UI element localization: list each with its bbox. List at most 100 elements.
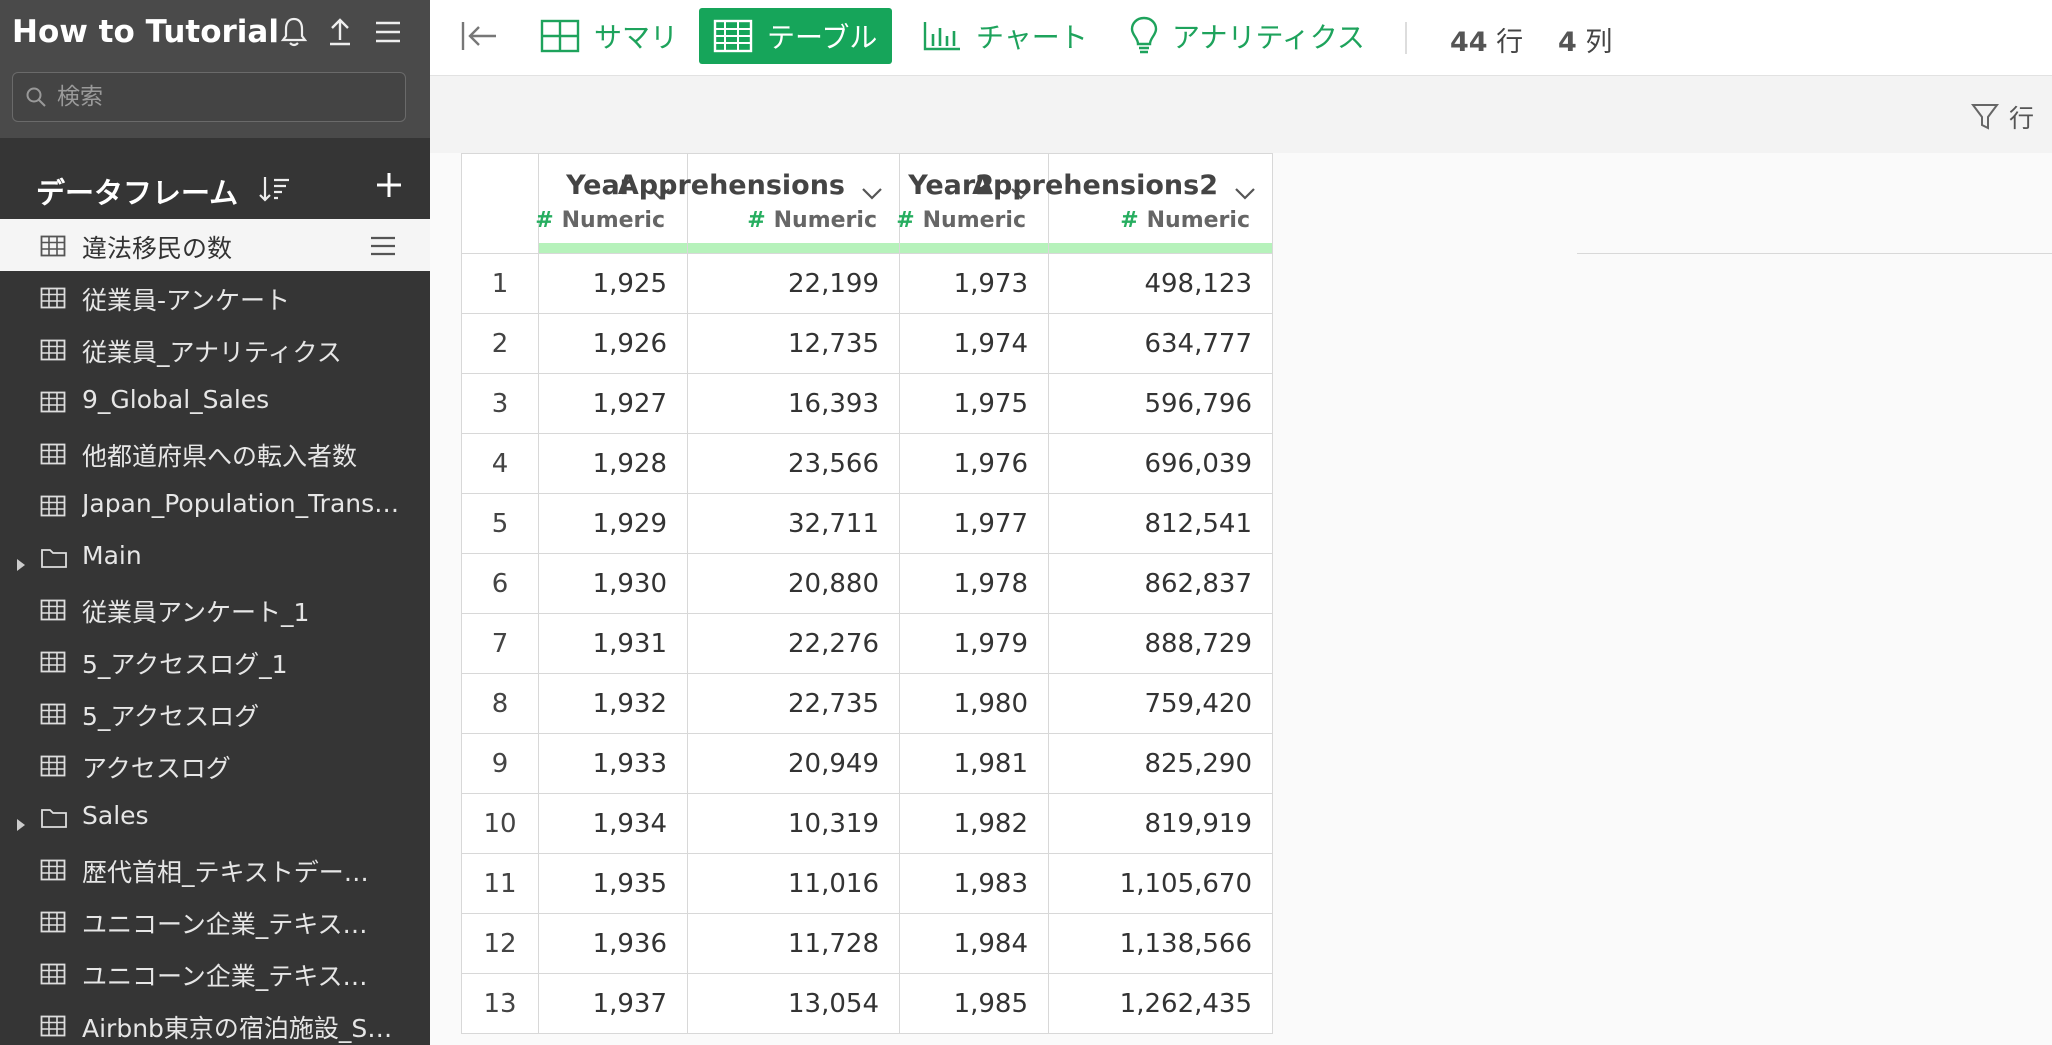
sidebar-dataframe-item[interactable]: Airbnb東京の宿泊施設_S…	[0, 999, 430, 1045]
chevron-down-icon[interactable]	[649, 178, 671, 208]
sidebar-dataframe-item[interactable]: 5_アクセスログ_1	[0, 635, 430, 687]
table-cell[interactable]: 1,933	[538, 733, 688, 794]
table-cell[interactable]: 11,016	[687, 853, 900, 914]
table-cell[interactable]: 13,054	[687, 973, 900, 1034]
column-header[interactable]: Year # Numeric	[535, 153, 688, 254]
table-cell[interactable]: 498,123	[1048, 253, 1273, 314]
sidebar-dataframe-item[interactable]: 5_アクセスログ	[0, 687, 430, 739]
table-cell[interactable]: 1,925	[538, 253, 688, 314]
table-cell[interactable]: 825,290	[1048, 733, 1273, 794]
table-cell[interactable]: 1,974	[899, 313, 1049, 374]
table-cell[interactable]: 862,837	[1048, 553, 1273, 614]
sidebar-dataframe-item[interactable]: 歴代首相_テキストデー…	[0, 843, 430, 895]
table-cell[interactable]: 1,927	[538, 373, 688, 434]
column-header[interactable]: Year2 # Numeric	[896, 153, 1049, 254]
table-cell[interactable]: 1,105,670	[1048, 853, 1273, 914]
table-cell[interactable]: 1,138,566	[1048, 913, 1273, 974]
sidebar-folder[interactable]: Sales	[0, 791, 430, 843]
upload-icon[interactable]	[322, 14, 358, 50]
table-cell[interactable]: 1,934	[538, 793, 688, 854]
row-count: 44 行	[1450, 20, 1523, 59]
tab-summary[interactable]: サマリ	[526, 8, 692, 64]
table-cell[interactable]: 20,949	[687, 733, 900, 794]
tab-analytics[interactable]: アナリティクス	[1116, 8, 1379, 64]
table-cell[interactable]: 888,729	[1048, 613, 1273, 674]
column-type: # Numeric	[747, 208, 877, 233]
table-cell[interactable]: 1,980	[899, 673, 1049, 734]
table-icon	[40, 1014, 66, 1043]
item-menu-icon[interactable]	[370, 234, 396, 263]
search-input[interactable]	[57, 84, 377, 110]
table-cell[interactable]: 1,929	[538, 493, 688, 554]
table-cell[interactable]: 32,711	[687, 493, 900, 554]
table-cell[interactable]: 1,262,435	[1048, 973, 1273, 1034]
table-cell[interactable]: 1,984	[899, 913, 1049, 974]
sidebar-dataframe-item[interactable]: 他都道府県への転入者数	[0, 427, 430, 479]
table-cell[interactable]: 1,935	[538, 853, 688, 914]
table-cell[interactable]: 1,932	[538, 673, 688, 734]
chevron-down-icon[interactable]	[1010, 178, 1032, 208]
column-type: # Numeric	[1120, 208, 1250, 233]
sidebar-dataframe-item[interactable]: 従業員-アンケート	[0, 271, 430, 323]
sidebar-dataframe-item[interactable]: 違法移民の数	[0, 219, 430, 271]
row-filter-label: 行	[2008, 104, 2034, 133]
table-cell[interactable]: 1,975	[899, 373, 1049, 434]
sidebar-dataframe-item[interactable]: ユニコーン企業_テキス…	[0, 895, 430, 947]
table-cell[interactable]: 819,919	[1048, 793, 1273, 854]
table-cell[interactable]: 696,039	[1048, 433, 1273, 494]
table-cell[interactable]: 1,977	[899, 493, 1049, 554]
table-cell[interactable]: 1,976	[899, 433, 1049, 494]
sidebar-dataframe-item[interactable]: ユニコーン企業_テキス…	[0, 947, 430, 999]
table-cell[interactable]: 596,796	[1048, 373, 1273, 434]
table-cell[interactable]: 1,982	[899, 793, 1049, 854]
row-filter-button[interactable]: 行	[1970, 99, 2034, 135]
sidebar-dataframe-item[interactable]: Japan_Population_Transfer	[0, 479, 430, 531]
table-cell[interactable]: 11,728	[687, 913, 900, 974]
table-cell[interactable]: 1,926	[538, 313, 688, 374]
table-cell[interactable]: 1,983	[899, 853, 1049, 914]
sidebar-dataframe-item[interactable]: 9_Global_Sales	[0, 375, 430, 427]
table-cell[interactable]: 23,566	[687, 433, 900, 494]
sidebar-dataframe-item[interactable]: アクセスログ	[0, 739, 430, 791]
table-cell[interactable]: 22,199	[687, 253, 900, 314]
add-dataframe-icon[interactable]	[374, 170, 404, 204]
chevron-down-icon[interactable]	[1234, 178, 1256, 208]
table-cell[interactable]: 10,319	[687, 793, 900, 854]
sort-icon[interactable]	[258, 174, 292, 208]
column-header[interactable]: Apprehensions # Numeric	[618, 153, 900, 254]
table-cell[interactable]: 20,880	[687, 553, 900, 614]
collapse-sidebar-icon[interactable]	[460, 18, 500, 58]
sidebar-dataframe-item[interactable]: 従業員_アナリティクス	[0, 323, 430, 375]
table-cell[interactable]: 22,276	[687, 613, 900, 674]
table-cell[interactable]: 1,979	[899, 613, 1049, 674]
table-cell[interactable]: 1,936	[538, 913, 688, 974]
tab-chart[interactable]: チャート	[908, 8, 1102, 64]
hamburger-menu-icon[interactable]	[370, 14, 406, 50]
table-cell[interactable]: 1,937	[538, 973, 688, 1034]
project-title[interactable]: How to Tutorial	[12, 14, 279, 50]
caret-right-icon[interactable]	[16, 809, 26, 838]
toolbar-separator	[1405, 22, 1407, 54]
table-cell[interactable]: 16,393	[687, 373, 900, 434]
sidebar-folder[interactable]: Main	[0, 531, 430, 583]
table-cell[interactable]: 1,981	[899, 733, 1049, 794]
table-cell[interactable]: 634,777	[1048, 313, 1273, 374]
chevron-down-icon[interactable]	[861, 178, 883, 208]
caret-right-icon[interactable]	[16, 549, 26, 578]
table-cell[interactable]: 1,985	[899, 973, 1049, 1034]
table-cell[interactable]: 12,735	[687, 313, 900, 374]
table-cell[interactable]: 1,930	[538, 553, 688, 614]
column-header[interactable]: Apprehensions2 # Numeric	[972, 153, 1273, 254]
table-cell[interactable]: 22,735	[687, 673, 900, 734]
table-cell[interactable]: 812,541	[1048, 493, 1273, 554]
sidebar-dataframe-item[interactable]: 従業員アンケート_1	[0, 583, 430, 635]
table-cell[interactable]: 1,978	[899, 553, 1049, 614]
table-row: 7 1,931 22,276 1,979 888,729	[461, 613, 1273, 674]
table-cell[interactable]: 1,928	[538, 433, 688, 494]
sidebar-item-label: ユニコーン企業_テキス…	[82, 910, 368, 939]
table-cell[interactable]: 759,420	[1048, 673, 1273, 734]
tab-table[interactable]: テーブル	[699, 8, 892, 64]
table-cell[interactable]: 1,931	[538, 613, 688, 674]
table-cell[interactable]: 1,973	[899, 253, 1049, 314]
bell-icon[interactable]	[276, 14, 312, 50]
